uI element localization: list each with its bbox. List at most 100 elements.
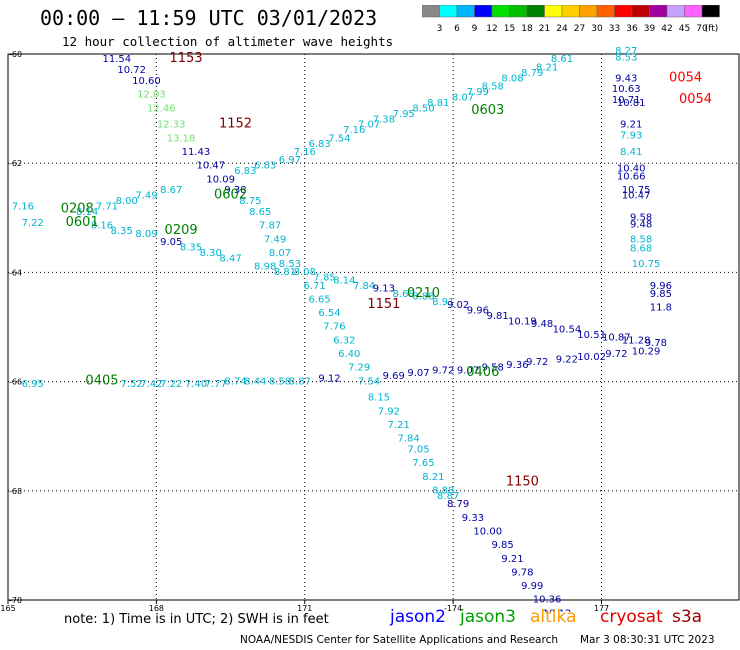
- footer-timestamp: Mar 3 08:30:31 UTC 2023: [580, 634, 715, 646]
- lon-label: 165: [0, 604, 15, 612]
- pass-time-label: 1151: [367, 297, 400, 312]
- colorbar-tick: 3: [437, 24, 443, 34]
- note-text: note: 1) Time is in UTC; 2) SWH is in fe…: [64, 612, 329, 627]
- wave-height-value: 11.28: [622, 335, 651, 346]
- wave-height-value: 7.21: [388, 420, 410, 431]
- wave-height-value: 9.85: [491, 540, 513, 551]
- colorbar-tick: 70: [696, 24, 708, 34]
- wave-height-colorbar: 3 6 9 12 15 18 21 24 27 30 33 36 39 42 45 70(ft): [422, 5, 720, 34]
- wave-height-value: 7.29: [348, 363, 370, 374]
- wave-height-value: 10.63: [612, 84, 641, 95]
- wave-height-value: 7.38: [373, 114, 395, 125]
- wave-height-value: 8.75: [239, 196, 261, 207]
- wave-height-value: 8.07: [452, 92, 474, 103]
- wave-height-value: 7.77: [205, 379, 227, 390]
- pass-time-label: 0601: [66, 215, 99, 230]
- wave-height-value: 7.85: [313, 273, 335, 284]
- colorbar-tick: 24: [556, 24, 568, 34]
- wave-height-value: 7.71: [96, 202, 118, 213]
- wave-height-value: 8.81: [274, 267, 296, 278]
- wave-height-value: 8.98: [254, 262, 276, 273]
- wave-height-value: 8.35: [111, 226, 133, 237]
- satellite-legend-item: cryosat: [600, 607, 663, 627]
- wave-height-value: 10.72: [117, 65, 146, 76]
- wave-height-value: 10.12: [543, 608, 572, 612]
- wave-height-value: 9.72: [526, 357, 548, 368]
- pass-time-label: 1153: [170, 51, 203, 66]
- colorbar-tick: 30: [591, 24, 603, 34]
- wave-height-value: 6.54: [318, 308, 340, 319]
- page-title: 00:00 – 11:59 UTC 03/01/2023: [40, 6, 378, 30]
- lon-label: 168: [149, 604, 164, 612]
- wave-height-value: 8.15: [368, 393, 390, 404]
- wave-height-value: 8.44: [244, 376, 266, 387]
- lat-label: -70: [9, 596, 22, 605]
- wave-height-value: 7.99: [467, 87, 489, 98]
- pass-time-label: 0208: [61, 201, 94, 216]
- colorbar-swatch: [701, 5, 720, 18]
- colorbar-tick: 15: [504, 24, 515, 34]
- lat-label: -68: [9, 487, 22, 496]
- wave-height-value: 8.88: [432, 486, 454, 497]
- wave-height-value: 8.58: [630, 234, 652, 245]
- wave-height-value: 9.48: [630, 220, 652, 231]
- wave-height-value: 10.81: [617, 98, 646, 109]
- colorbar-tick: 33: [609, 24, 620, 34]
- satellite-legend-item: altika: [530, 607, 577, 627]
- wave-height-value: 9.58: [482, 363, 504, 374]
- wave-height-value: 9.72: [605, 349, 627, 360]
- wave-height-value: 8.68: [393, 289, 415, 300]
- wave-height-value: 8.30: [200, 248, 222, 259]
- wave-height-value: 9.21: [620, 120, 642, 131]
- wave-height-value: 7.76: [323, 322, 345, 333]
- wave-height-value: 9.96: [467, 305, 489, 316]
- wave-height-value: 7.87: [259, 221, 281, 232]
- wave-height-value: 6.83: [308, 139, 330, 150]
- wave-height-value: 10.40: [617, 163, 646, 174]
- colorbar-tick: 9: [472, 24, 478, 34]
- wave-height-value: 8.09: [135, 229, 157, 240]
- wave-height-value: 8.65: [249, 207, 271, 218]
- wave-height-value: 8.68: [630, 244, 652, 255]
- wave-height-value: 7.95: [393, 109, 415, 120]
- wave-height-value: 7.54: [328, 133, 350, 144]
- wave-height-value: 8.07: [269, 248, 291, 259]
- wave-height-value: 10.51: [577, 330, 606, 341]
- wave-height-value: 8.41: [620, 147, 642, 158]
- wave-height-value: 7.84: [397, 434, 419, 445]
- wave-height-value: 6.95: [22, 379, 44, 390]
- pass-time-label: 0209: [165, 223, 198, 238]
- wave-height-value: 7.92: [378, 406, 400, 417]
- wave-height-value: 7.93: [620, 131, 642, 142]
- page-subtitle: 12 hour collection of altimeter wave hei…: [62, 34, 394, 49]
- wave-height-value: 10.47: [196, 161, 225, 172]
- wave-height-value: 9.48: [531, 319, 553, 330]
- wave-height-value: 8.87: [289, 376, 311, 387]
- satellite-legend-item: s3a: [672, 607, 703, 627]
- wave-height-value: 8.50: [412, 103, 434, 114]
- wave-height-value: 6.83: [254, 161, 276, 172]
- wave-height-value: 9.78: [511, 567, 533, 578]
- lat-label: -60: [9, 50, 22, 59]
- pass-time-label: 0603: [471, 103, 504, 118]
- wave-height-value: 6.65: [308, 294, 330, 305]
- wave-height-value: 10.54: [553, 324, 582, 335]
- wave-height-value: 9.21: [501, 554, 523, 565]
- wave-height-value: 6.97: [279, 155, 301, 166]
- wave-height-value: 6.71: [304, 281, 326, 292]
- satellite-legend-item: jason3: [460, 607, 516, 627]
- wave-height-value: 7.16: [294, 147, 316, 158]
- colorbar-tick: 42: [661, 24, 672, 34]
- wave-height-value: 9.12: [318, 374, 340, 385]
- wave-height-value: 8.58: [482, 81, 504, 92]
- wave-height-value: 10.47: [622, 191, 651, 202]
- wave-height-value: 9.38: [224, 185, 246, 196]
- wave-height-value: 13.18: [167, 133, 196, 144]
- wave-height-value: 9.72: [432, 365, 454, 376]
- wave-height-value: 10.19: [508, 316, 537, 327]
- colorbar-unit: (ft): [705, 24, 719, 34]
- wave-height-value: 10.00: [473, 526, 502, 537]
- lat-label: -64: [9, 268, 22, 277]
- lat-label: -66: [9, 378, 22, 387]
- wave-height-value: 6.40: [338, 349, 360, 360]
